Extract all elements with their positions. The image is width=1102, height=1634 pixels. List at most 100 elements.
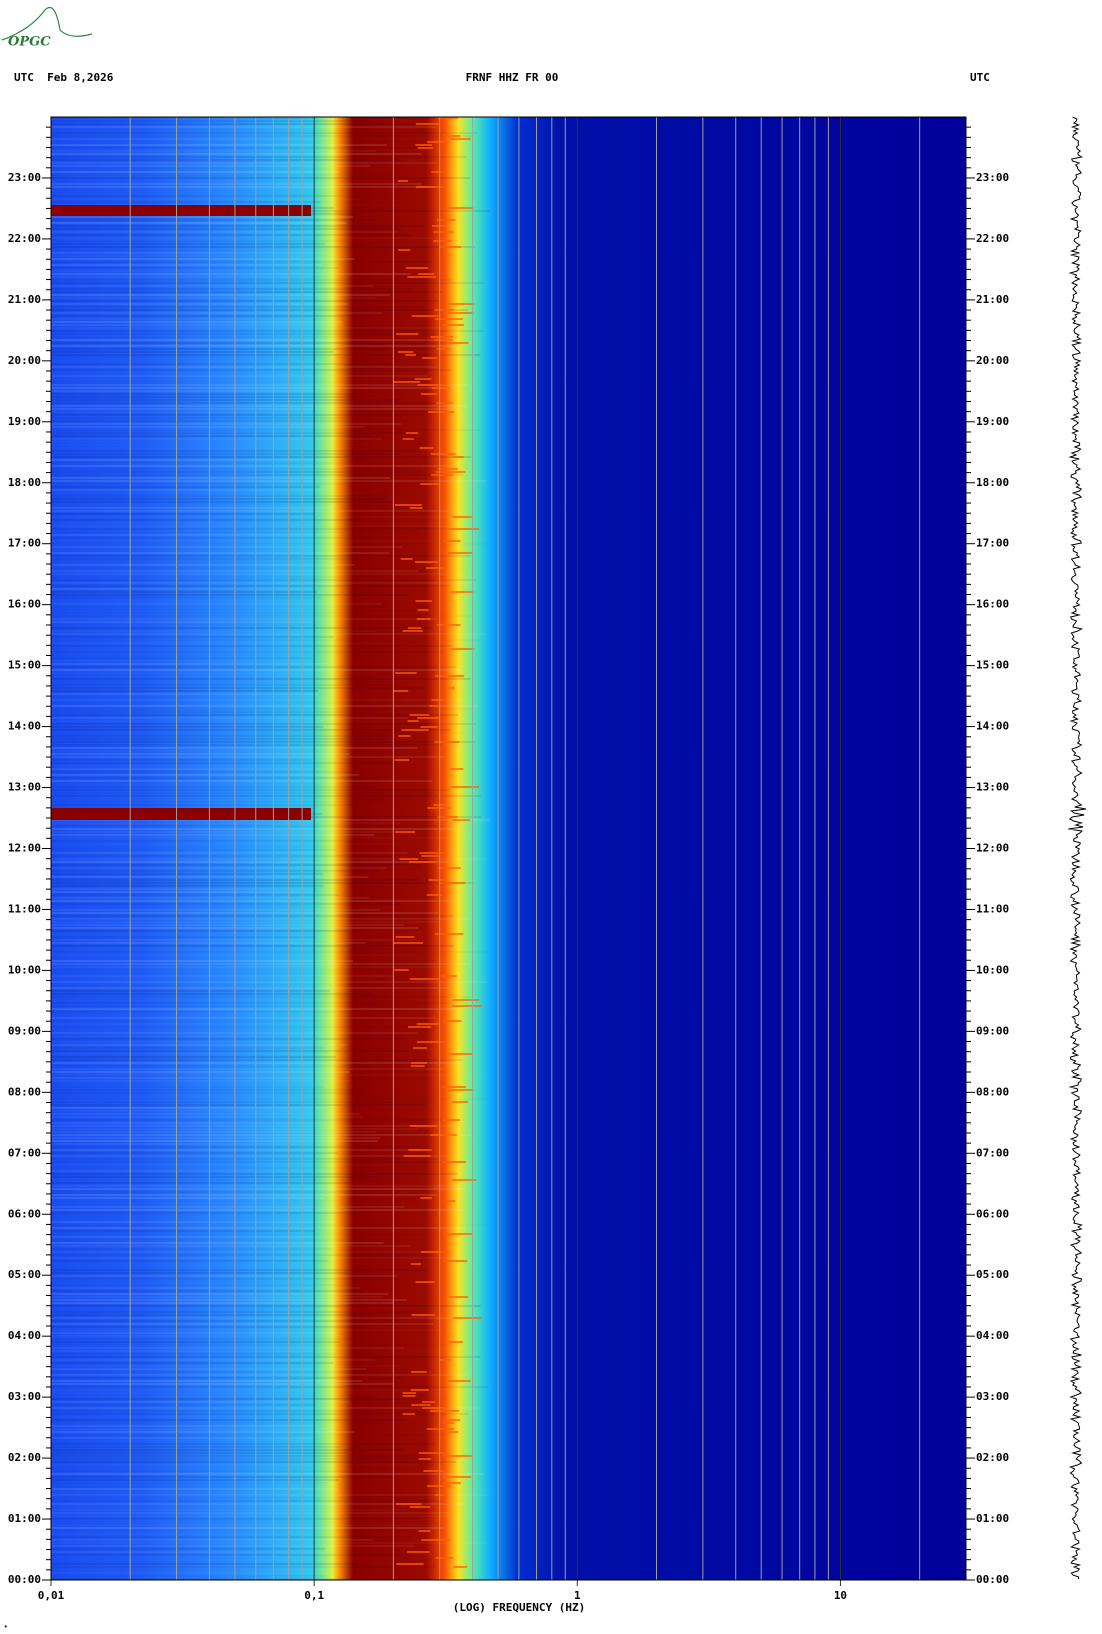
texture-streak bbox=[51, 1014, 351, 1016]
texture-streak bbox=[51, 672, 378, 674]
texture-streak bbox=[51, 558, 361, 560]
texture-streak bbox=[51, 996, 471, 998]
spectrogram-texture bbox=[51, 117, 490, 1580]
texture-streak bbox=[51, 909, 381, 911]
y-tick-label: 18:00 bbox=[8, 476, 41, 489]
texture-streak bbox=[51, 411, 319, 413]
texture-streak bbox=[51, 1047, 326, 1049]
texture-streak bbox=[51, 240, 347, 242]
texture-streak bbox=[51, 636, 334, 638]
texture-streak bbox=[51, 474, 464, 476]
texture-streak bbox=[51, 1551, 324, 1553]
texture-streak bbox=[415, 561, 439, 563]
texture-streak bbox=[437, 468, 458, 470]
texture-streak bbox=[51, 621, 313, 623]
texture-streak bbox=[51, 1230, 316, 1232]
texture-streak bbox=[51, 711, 375, 713]
texture-streak bbox=[51, 1116, 363, 1118]
texture-streak bbox=[51, 120, 371, 122]
texture-streak bbox=[417, 147, 434, 149]
event-band bbox=[51, 205, 311, 216]
texture-streak bbox=[51, 387, 455, 389]
texture-streak bbox=[51, 1203, 409, 1205]
texture-streak bbox=[51, 684, 397, 686]
texture-streak bbox=[51, 861, 449, 863]
texture-streak bbox=[51, 486, 320, 488]
texture-streak bbox=[51, 693, 319, 695]
texture-streak bbox=[51, 1245, 411, 1247]
texture-streak bbox=[51, 192, 426, 194]
texture-streak bbox=[51, 1455, 415, 1457]
y-tick-label: 09:00 bbox=[976, 1024, 1009, 1037]
texture-streak bbox=[51, 378, 400, 380]
texture-streak bbox=[414, 378, 432, 380]
y-tick-label: 23:00 bbox=[976, 171, 1009, 184]
texture-streak bbox=[51, 1146, 421, 1148]
texture-streak bbox=[51, 1137, 380, 1139]
texture-streak bbox=[436, 624, 461, 626]
texture-streak bbox=[437, 867, 461, 869]
spectrogram-image bbox=[51, 117, 966, 1580]
texture-streak bbox=[443, 1260, 468, 1262]
texture-streak bbox=[51, 801, 385, 803]
texture-streak bbox=[51, 1317, 450, 1319]
texture-streak bbox=[51, 930, 349, 932]
texture-streak bbox=[443, 1455, 472, 1457]
texture-streak bbox=[415, 144, 433, 146]
texture-streak bbox=[51, 1143, 344, 1145]
texture-streak bbox=[51, 435, 372, 437]
texture-streak bbox=[51, 1545, 415, 1547]
texture-streak bbox=[51, 1257, 472, 1259]
texture-streak bbox=[51, 642, 391, 644]
texture-streak bbox=[51, 1158, 439, 1160]
texture-streak bbox=[51, 732, 463, 734]
y-tick-label: 22:00 bbox=[976, 232, 1009, 245]
texture-streak bbox=[51, 690, 319, 692]
texture-streak bbox=[51, 828, 456, 830]
texture-streak bbox=[51, 1458, 424, 1460]
texture-streak bbox=[434, 933, 464, 935]
texture-streak bbox=[51, 303, 349, 305]
texture-streak bbox=[51, 456, 472, 458]
y-tick-label: 12:00 bbox=[8, 842, 41, 855]
texture-streak bbox=[51, 195, 345, 197]
texture-streak bbox=[51, 1044, 349, 1046]
texture-streak bbox=[51, 708, 472, 710]
texture-streak bbox=[51, 129, 477, 131]
texture-streak bbox=[395, 504, 422, 506]
texture-streak bbox=[51, 657, 312, 659]
texture-streak bbox=[51, 1221, 337, 1223]
texture-streak bbox=[51, 1425, 319, 1427]
texture-streak bbox=[51, 1362, 334, 1364]
texture-streak bbox=[51, 771, 353, 773]
texture-streak bbox=[421, 1539, 451, 1541]
texture-streak bbox=[51, 1131, 377, 1133]
texture-streak bbox=[51, 1119, 457, 1121]
texture-streak bbox=[51, 390, 317, 392]
texture-streak bbox=[51, 255, 346, 257]
texture-streak bbox=[51, 846, 401, 848]
texture-streak bbox=[431, 171, 445, 173]
y-tick-label: 11:00 bbox=[8, 902, 41, 915]
texture-streak bbox=[51, 1446, 341, 1448]
texture-streak bbox=[51, 429, 480, 431]
texture-streak bbox=[434, 741, 460, 743]
texture-streak bbox=[51, 150, 377, 152]
texture-streak bbox=[452, 1179, 477, 1181]
texture-streak bbox=[446, 1380, 471, 1382]
texture-streak bbox=[51, 714, 459, 716]
texture-streak bbox=[51, 1050, 418, 1052]
texture-streak bbox=[51, 624, 317, 626]
texture-streak bbox=[51, 783, 311, 785]
texture-streak bbox=[395, 936, 415, 938]
texture-streak bbox=[400, 558, 413, 560]
event-band bbox=[51, 808, 311, 820]
y-tick-label: 14:00 bbox=[8, 720, 41, 733]
texture-streak bbox=[433, 804, 445, 806]
texture-streak bbox=[410, 1065, 425, 1067]
texture-streak bbox=[51, 297, 376, 299]
texture-streak bbox=[453, 1566, 468, 1568]
texture-streak bbox=[51, 843, 402, 845]
texture-streak bbox=[51, 891, 313, 893]
texture-streak bbox=[402, 1392, 416, 1394]
